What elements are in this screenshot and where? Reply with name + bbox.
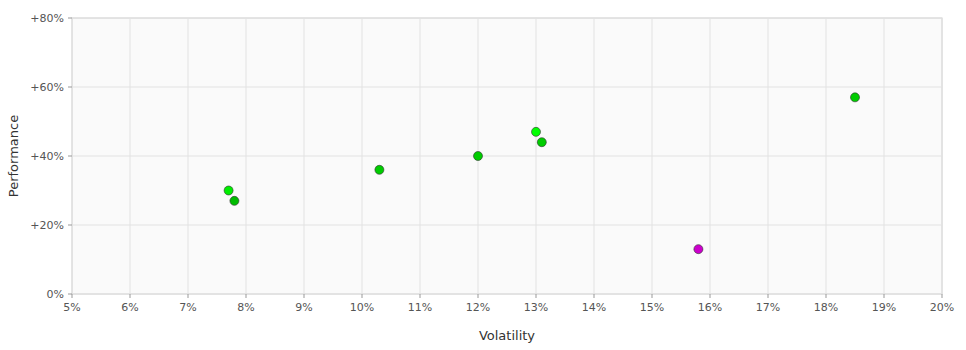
x-tick xyxy=(768,294,769,298)
x-tick xyxy=(594,294,595,298)
scatter-point xyxy=(474,152,483,161)
x-tick-label: 18% xyxy=(814,301,838,314)
x-tick xyxy=(130,294,131,298)
x-axis-label: Volatility xyxy=(479,328,535,343)
x-tick xyxy=(826,294,827,298)
x-tick-label: 6% xyxy=(121,301,138,314)
x-tick-label: 7% xyxy=(179,301,196,314)
x-tick xyxy=(188,294,189,298)
y-tick xyxy=(68,156,72,157)
x-tick-label: 15% xyxy=(640,301,664,314)
grid xyxy=(72,18,942,294)
y-grid-line xyxy=(72,156,942,157)
scatter-point xyxy=(851,93,860,102)
x-tick-label: 11% xyxy=(408,301,432,314)
y-grid-line xyxy=(72,225,942,226)
x-tick xyxy=(884,294,885,298)
scatter-point xyxy=(537,138,546,147)
x-tick-label: 13% xyxy=(524,301,548,314)
x-tick xyxy=(72,294,73,298)
scatter-point xyxy=(532,127,541,136)
y-grid-line xyxy=(72,87,942,88)
chart-container: 5% 6% 7% 8% 9% 10% 11% 12% 13% 14% 15% 16% 17% 18% 19%… xyxy=(0,0,966,350)
y-tick-label: 0% xyxy=(47,288,64,301)
x-tick xyxy=(942,294,943,298)
plot-area xyxy=(72,18,942,294)
chart-svg: 5% 6% 7% 8% 9% 10% 11% 12% 13% 14% 15% 16% 17% 18% 19%… xyxy=(0,0,966,350)
y-tick xyxy=(68,225,72,226)
y-axis-label: Performance xyxy=(6,115,21,197)
x-tick-label: 14% xyxy=(582,301,606,314)
x-tick-label: 19% xyxy=(872,301,896,314)
scatter-point xyxy=(375,165,384,174)
y-tick-label: +60% xyxy=(30,81,64,94)
x-tick-label: 20% xyxy=(930,301,954,314)
y-grid-line xyxy=(72,18,942,19)
scatter-point xyxy=(224,186,233,195)
y-tick-label: +40% xyxy=(30,150,64,163)
x-tick-label: 10% xyxy=(350,301,374,314)
x-tick xyxy=(362,294,363,298)
x-tick xyxy=(710,294,711,298)
x-tick xyxy=(536,294,537,298)
y-tick xyxy=(68,18,72,19)
x-tick-label: 17% xyxy=(756,301,780,314)
y-tick-label: +20% xyxy=(30,219,64,232)
x-tick xyxy=(246,294,247,298)
x-tick xyxy=(304,294,305,298)
x-tick-label: 9% xyxy=(295,301,312,314)
x-tick-label: 8% xyxy=(237,301,254,314)
x-tick xyxy=(420,294,421,298)
x-tick-label: 12% xyxy=(466,301,490,314)
y-tick xyxy=(68,294,72,295)
scatter-point xyxy=(230,196,239,205)
data-points xyxy=(224,93,859,254)
x-tick-label: 16% xyxy=(698,301,722,314)
x-tick xyxy=(478,294,479,298)
x-tick xyxy=(652,294,653,298)
y-tick-label: +80% xyxy=(30,12,64,25)
x-tick-label: 5% xyxy=(63,301,80,314)
scatter-point xyxy=(694,245,703,254)
y-tick xyxy=(68,87,72,88)
y-grid-line xyxy=(72,294,942,295)
